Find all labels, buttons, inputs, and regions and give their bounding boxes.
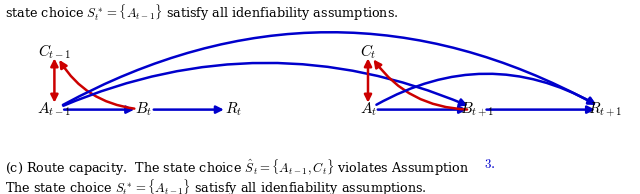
Text: $3$.: $3$. <box>484 158 495 171</box>
Text: $C_{t-1}$: $C_{t-1}$ <box>38 42 71 61</box>
Text: $A_t$: $A_t$ <box>360 101 376 118</box>
Text: $R_{t+1}$: $R_{t+1}$ <box>588 100 622 119</box>
Text: $B_t$: $B_t$ <box>136 101 152 118</box>
Text: $C_t$: $C_t$ <box>360 42 376 61</box>
Text: (c) Route capacity.  The state choice $\hat{S}_t = \{A_{t-1}, C_t\}$ violates As: (c) Route capacity. The state choice $\h… <box>5 158 469 178</box>
Text: $B_{t+1}$: $B_{t+1}$ <box>460 100 494 119</box>
Text: $R_t$: $R_t$ <box>225 101 242 118</box>
Text: $A_{t-1}$: $A_{t-1}$ <box>37 101 72 118</box>
Text: The state choice $S_t^* = \{A_{t-1}\}$ satisfy all idenfiability assumptions.: The state choice $S_t^* = \{A_{t-1}\}$ s… <box>5 178 427 194</box>
Text: state choice $S_t^* = \{A_{t-1}\}$ satisfy all idenfiability assumptions.: state choice $S_t^* = \{A_{t-1}\}$ satis… <box>5 3 399 23</box>
